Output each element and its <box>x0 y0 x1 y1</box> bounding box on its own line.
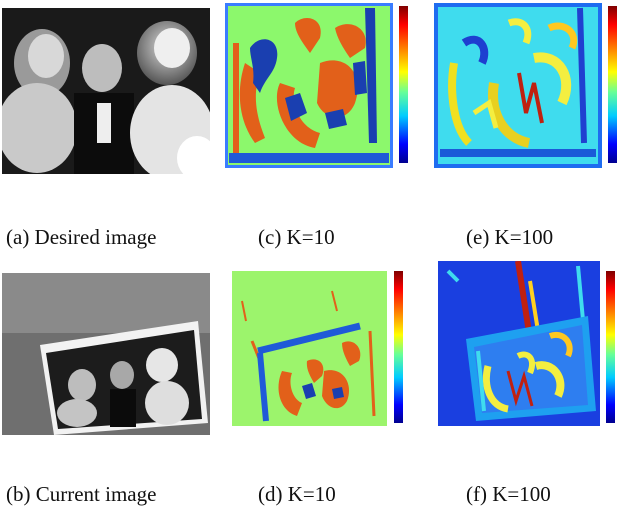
current-image <box>2 273 210 435</box>
caption-c: (c) K=10 <box>258 225 335 249</box>
colorbar-c <box>399 6 408 163</box>
caption-b: (b) Current image <box>6 482 157 506</box>
label-map-current-k10 <box>232 271 387 426</box>
label-map-desired-k10 <box>225 3 393 168</box>
desired-image <box>2 8 210 174</box>
colorbar-d <box>394 271 403 423</box>
label-map-current-k100 <box>438 261 600 426</box>
caption-f: (f) K=100 <box>466 482 551 506</box>
label-map-desired-k100 <box>434 3 602 168</box>
caption-a: (a) Desired image <box>6 225 157 249</box>
caption-d: (d) K=10 <box>258 482 336 506</box>
colorbar-f <box>606 271 615 423</box>
caption-e: (e) K=100 <box>466 225 554 249</box>
colorbar-e <box>608 6 617 163</box>
